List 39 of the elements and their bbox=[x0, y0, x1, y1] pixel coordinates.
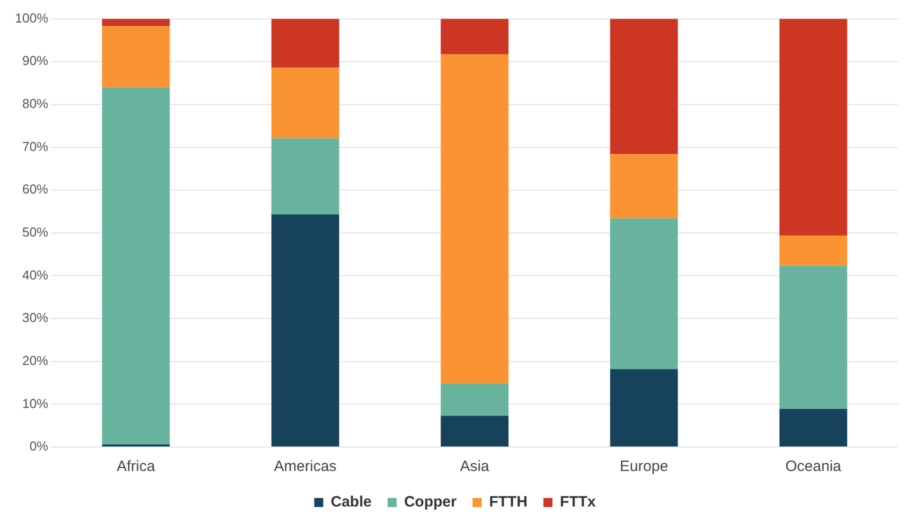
bar bbox=[440, 18, 508, 54]
x-tick-label: Asia bbox=[460, 458, 490, 476]
bar bbox=[779, 235, 848, 266]
bar bbox=[102, 87, 170, 444]
y-tick-label: 0% bbox=[29, 438, 49, 454]
legend-label: FTTx bbox=[560, 494, 596, 511]
bar bbox=[610, 154, 678, 218]
y-tick-label: 30% bbox=[22, 310, 49, 326]
legend-label: FTTH bbox=[489, 494, 528, 511]
bar bbox=[440, 54, 508, 384]
y-tick-label: 10% bbox=[22, 396, 49, 411]
y-tick-label: 100% bbox=[15, 10, 49, 26]
bar bbox=[779, 408, 848, 446]
bar bbox=[610, 369, 678, 446]
bar bbox=[779, 266, 848, 409]
y-tick-label: 60% bbox=[22, 182, 49, 197]
bar bbox=[440, 384, 508, 416]
y-tick-label: 40% bbox=[22, 267, 49, 282]
bar bbox=[102, 18, 170, 26]
y-tick-label: 20% bbox=[22, 352, 49, 368]
bar bbox=[610, 18, 678, 154]
bar bbox=[271, 138, 340, 214]
bar bbox=[271, 18, 340, 68]
y-tick-label: 80% bbox=[22, 96, 49, 112]
bar bbox=[271, 214, 340, 446]
x-tick-label: Oceania bbox=[785, 458, 842, 476]
y-tick-label: 90% bbox=[22, 53, 49, 68]
bar bbox=[102, 26, 170, 88]
x-tick-label: Africa bbox=[116, 458, 156, 476]
y-tick-label: 50% bbox=[22, 224, 49, 240]
bar bbox=[610, 218, 678, 370]
bar bbox=[779, 18, 848, 236]
bar bbox=[271, 68, 340, 138]
x-tick-label: Europe bbox=[620, 458, 668, 476]
legend-label: Cable bbox=[330, 494, 372, 511]
bar bbox=[440, 416, 508, 446]
legend-label: Copper bbox=[404, 494, 457, 511]
x-tick-label: Americas bbox=[274, 458, 337, 476]
y-tick-label: 70% bbox=[22, 138, 49, 154]
